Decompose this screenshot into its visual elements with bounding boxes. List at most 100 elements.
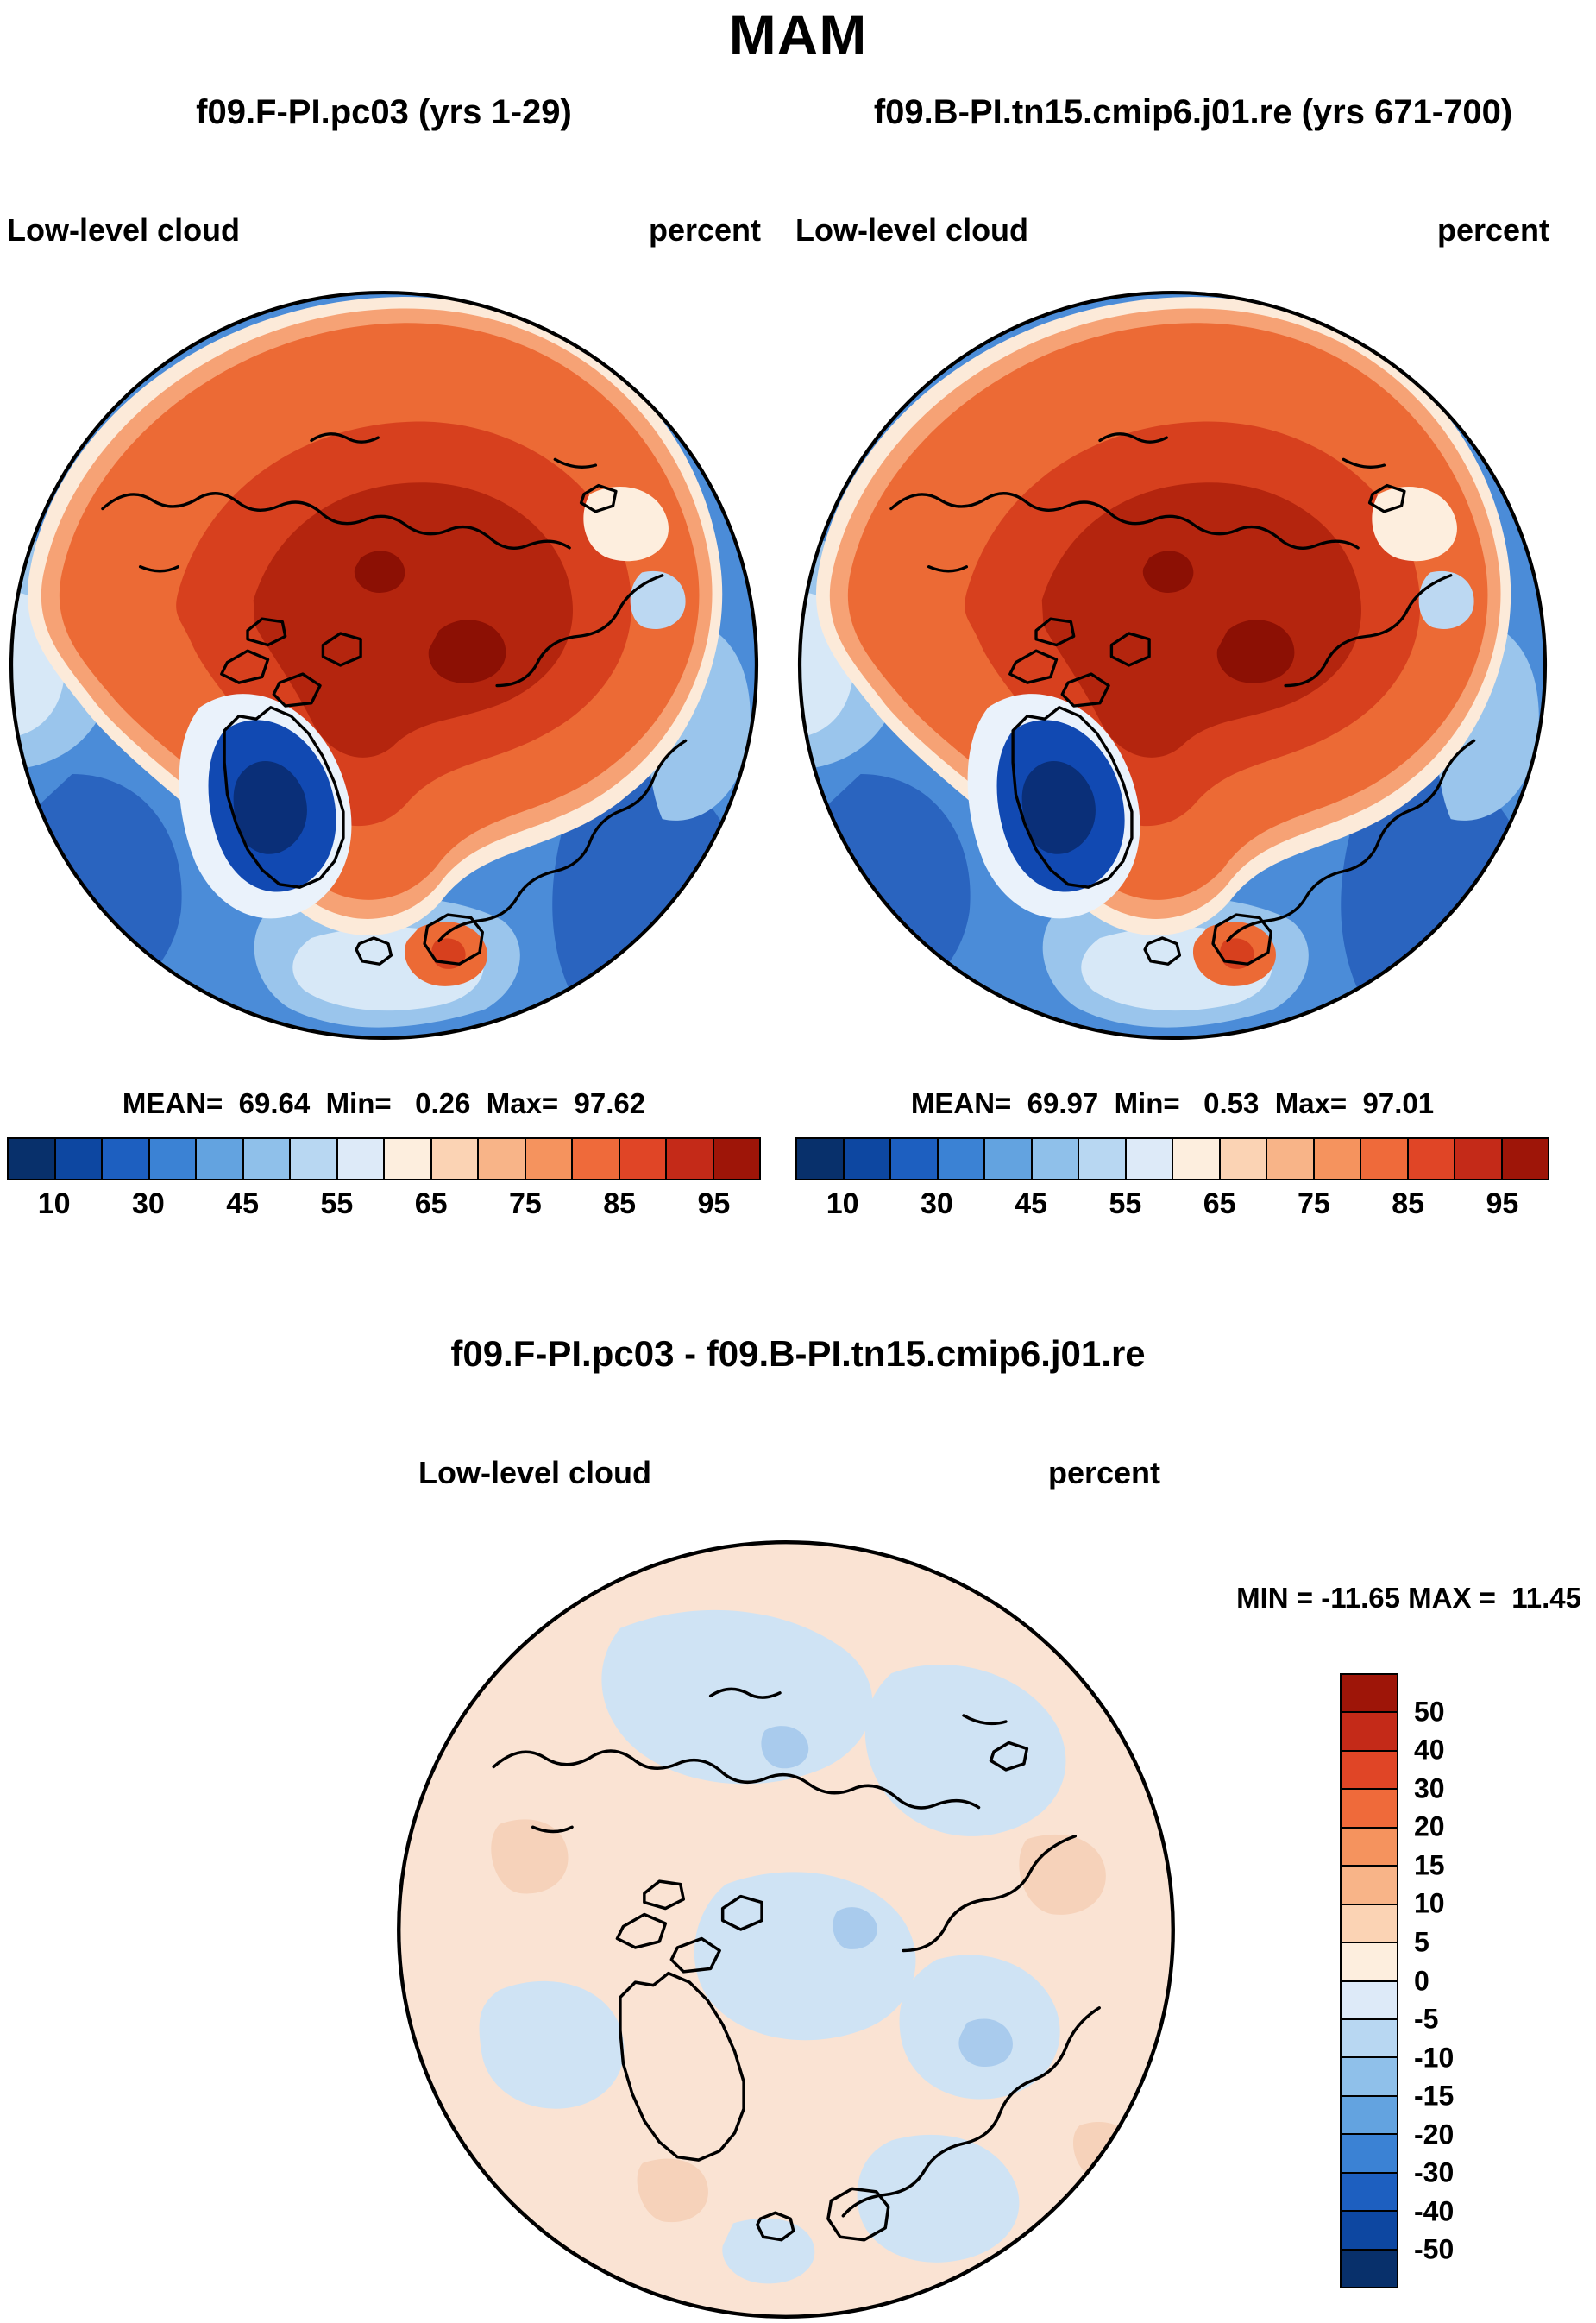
- diff-colorbar-label: 50: [1414, 1696, 1445, 1728]
- colorbar-swatch: [938, 1139, 985, 1179]
- colorbar-tick: 30: [131, 1187, 165, 1220]
- diff-colorbar-swatch: [1342, 2212, 1397, 2251]
- colorbar-tick: 95: [1486, 1187, 1519, 1220]
- colorbar-swatch: [619, 1139, 667, 1179]
- colorbar-tick: 10: [826, 1187, 859, 1220]
- colorbar-tick: 75: [508, 1187, 542, 1220]
- diff-colorbar-swatch: [1342, 1904, 1397, 1944]
- map-outline: [9, 290, 759, 1041]
- colorbar-swatch: [243, 1139, 291, 1179]
- colorbar-swatch: [985, 1139, 1033, 1179]
- map-outline: [397, 1540, 1175, 2319]
- diff-colorbar-label: 30: [1414, 1772, 1445, 1804]
- colorbar-swatch: [1502, 1139, 1548, 1179]
- colorbar-swatch: [9, 1139, 56, 1179]
- diff-colorbar-swatch: [1342, 1675, 1397, 1714]
- colorbar-swatch: [337, 1139, 385, 1179]
- diff-colorbar-swatch: [1342, 2096, 1397, 2136]
- colorbar-swatch: [667, 1139, 714, 1179]
- diff-colorbar-swatch: [1342, 1713, 1397, 1752]
- colorbar-swatch: [1361, 1139, 1409, 1179]
- diff-colorbar-swatch: [1342, 2173, 1397, 2213]
- diff-colorbar-swatch: [1342, 1751, 1397, 1791]
- diff-colorbar-swatch: [1342, 1943, 1397, 1982]
- diff-colorbar-label: -5: [1414, 2003, 1439, 2035]
- colorbar-swatch: [1267, 1139, 1315, 1179]
- colorbar-swatch: [55, 1139, 103, 1179]
- diff-colorbar-swatch: [1342, 2135, 1397, 2174]
- colorbar-swatch: [573, 1139, 620, 1179]
- colorbar-swatch: [525, 1139, 573, 1179]
- polar-map-diff: [397, 1540, 1175, 2319]
- diff-colorbar-swatch: [1342, 2058, 1397, 2097]
- colorbar-swatch: [1173, 1139, 1221, 1179]
- colorbar-swatch: [149, 1139, 197, 1179]
- colorbar-swatch: [197, 1139, 244, 1179]
- colorbar-tick: 10: [37, 1187, 71, 1220]
- diff-colorbar-swatch: [1342, 1828, 1397, 1867]
- diff-field-label: Low-level cloud: [418, 1455, 652, 1490]
- diff-colorbar-swatch: [1342, 1981, 1397, 2020]
- polar-map-0: [9, 290, 759, 1041]
- colorbar-tick: 55: [1109, 1187, 1142, 1220]
- colorbar-swatch: [385, 1139, 432, 1179]
- diff-colorbar-swatch: [1342, 1790, 1397, 1829]
- diff-colorbar-bar: [1340, 1673, 1398, 2288]
- diff-colorbar-label: -15: [1414, 2080, 1455, 2112]
- panel-0-stats: MEAN= 69.64 Min= 0.26 Max= 97.62: [122, 1087, 646, 1119]
- map-outline: [797, 290, 1548, 1041]
- colorbar: [795, 1137, 1549, 1180]
- diff-colorbar-swatch: [1342, 2019, 1397, 2059]
- colorbar-swatch: [291, 1139, 338, 1179]
- diff-colorbar-label: 20: [1414, 1810, 1445, 1842]
- colorbar-swatch: [1032, 1139, 1079, 1179]
- diff-colorbar-labels: 50 40 30 20 15 10 5 0 -5 -10 -15 -20 -30…: [1414, 1673, 1561, 2288]
- panel-1-label-row: Low-level cloud percent: [795, 207, 1549, 249]
- colorbar-tick: 30: [920, 1187, 953, 1220]
- diff-colorbar-label: 40: [1414, 1734, 1445, 1766]
- diff-minmax: MIN = -11.65 MAX = 11.45: [1236, 1582, 1581, 1614]
- diff-colorbar-label: -50: [1414, 2233, 1455, 2265]
- diff-colorbar-label: -20: [1414, 2118, 1455, 2150]
- diff-colorbar-label: -30: [1414, 2156, 1455, 2188]
- colorbar-tick: 65: [1203, 1187, 1236, 1220]
- colorbar-ticks: 10 30 45 55 65 75 85 95: [7, 1187, 761, 1225]
- colorbar-swatch: [1455, 1139, 1503, 1179]
- colorbar-tick: 85: [603, 1187, 637, 1220]
- page-title: MAM: [728, 3, 868, 66]
- diff-colorbar-swatch: [1342, 2250, 1397, 2287]
- colorbar-swatch: [797, 1139, 845, 1179]
- colorbar-swatch: [1314, 1139, 1361, 1179]
- colorbar-swatch: [844, 1139, 891, 1179]
- colorbar-tick: 55: [320, 1187, 354, 1220]
- panel-1: Low-level cloud percent MEAN= 69.97 Min=…: [795, 207, 1549, 1225]
- colorbar-swatch: [1079, 1139, 1127, 1179]
- colorbar-swatch: [891, 1139, 939, 1179]
- colorbar-swatch: [479, 1139, 526, 1179]
- panel-0: Low-level cloud percent MEAN= 69.64 Min=…: [7, 207, 761, 1225]
- diff-units-label: percent: [1047, 1455, 1161, 1490]
- colorbar-tick: 85: [1392, 1187, 1425, 1220]
- colorbar: [7, 1137, 761, 1180]
- diff-title: f09.F-PI.pc03 - f09.B-PI.tn15.cmip6.j01.…: [450, 1333, 1146, 1374]
- colorbar-ticks: 10 30 45 55 65 75 85 95: [795, 1187, 1549, 1225]
- polar-map-1: [797, 290, 1548, 1041]
- colorbar-swatch: [1220, 1139, 1267, 1179]
- diff-colorbar-label: 15: [1414, 1849, 1445, 1881]
- panel-0-subtitle: f09.F-PI.pc03 (yrs 1-29): [196, 93, 572, 131]
- diff-colorbar-label: 0: [1414, 1965, 1429, 1996]
- colorbar-swatch: [713, 1139, 759, 1179]
- diff-colorbar-label: -10: [1414, 2042, 1455, 2074]
- diff-colorbar-label: 5: [1414, 1926, 1429, 1958]
- diff-colorbar-swatch: [1342, 1867, 1397, 1905]
- colorbar-swatch: [1408, 1139, 1455, 1179]
- colorbar-swatch: [1126, 1139, 1173, 1179]
- field-label: Low-level cloud: [795, 212, 1029, 248]
- units-label: percent: [648, 212, 761, 248]
- colorbar-tick: 45: [1015, 1187, 1048, 1220]
- diff-colorbar-label: -40: [1414, 2195, 1455, 2227]
- panel-1-stats: MEAN= 69.97 Min= 0.53 Max= 97.01: [910, 1087, 1435, 1119]
- colorbar-tick: 95: [697, 1187, 731, 1220]
- panel-0-label-row: Low-level cloud percent: [7, 207, 761, 249]
